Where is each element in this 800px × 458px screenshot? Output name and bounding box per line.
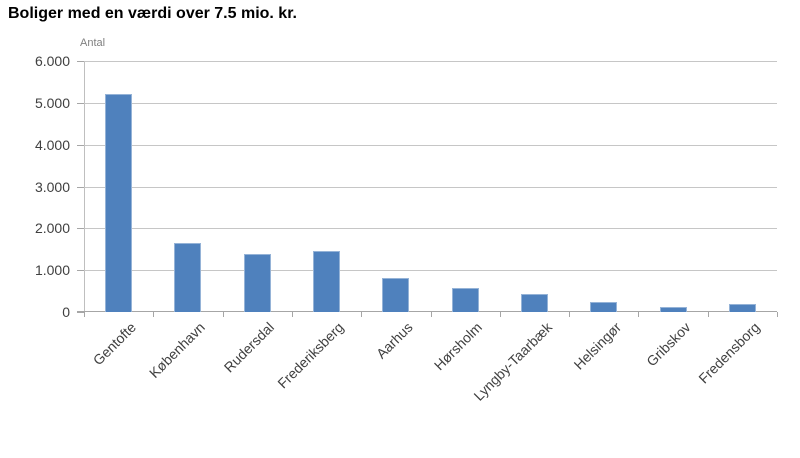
bar-lyngby-taarb-k — [520, 294, 548, 312]
bar-fredensborg — [728, 304, 756, 312]
plot-area — [77, 61, 778, 317]
y-axis-line — [84, 61, 85, 317]
x-axis-tick — [291, 312, 293, 317]
y-tick-label: 2.000 — [34, 220, 70, 237]
x-category-label: Gentofte — [89, 319, 139, 369]
y-axis-tick — [77, 228, 84, 230]
x-axis-tick — [569, 312, 571, 317]
y-tick-label: 6.000 — [34, 53, 70, 69]
x-axis-line — [77, 311, 777, 312]
y-tick-label: 3.000 — [34, 178, 70, 195]
x-axis-tick — [777, 312, 778, 317]
bar-k-benhavn — [174, 243, 202, 312]
gridline — [84, 270, 777, 272]
bar-gribskov — [659, 307, 687, 312]
x-category-label: Hørsholm — [431, 319, 486, 374]
x-axis-tick — [430, 312, 432, 317]
gridline — [84, 228, 777, 230]
y-tick-label: 0 — [62, 304, 70, 320]
chart-title: Boliger med en værdi over 7.5 mio. kr. — [8, 5, 297, 22]
x-axis-tick — [499, 312, 501, 317]
x-axis-tick — [84, 312, 85, 317]
y-axis-unit-label: Antal — [80, 37, 106, 49]
x-category-label: Aarhus — [373, 319, 417, 362]
bar-gentofte — [105, 94, 133, 312]
y-axis-tick — [77, 312, 84, 313]
bar-rudersdal — [243, 253, 271, 312]
y-axis-tick — [77, 102, 84, 104]
bar-frederiksberg — [313, 251, 341, 312]
x-axis-tick — [638, 312, 640, 317]
gridline — [84, 61, 777, 62]
y-axis-tick — [77, 270, 84, 272]
y-tick-label: 4.000 — [34, 136, 70, 153]
x-category-label: Rudersdal — [221, 319, 278, 376]
y-tick-label: 1.000 — [34, 262, 70, 279]
x-category-label: København — [146, 319, 209, 381]
x-axis-tick — [707, 312, 709, 317]
bar-helsing-r — [590, 301, 618, 312]
y-tick-label: 5.000 — [34, 94, 70, 111]
x-axis-tick — [361, 312, 363, 317]
bar-aarhus — [382, 277, 410, 312]
x-category-label: Fredensborg — [695, 319, 763, 387]
x-axis-tick — [153, 312, 155, 317]
gridline — [84, 102, 777, 104]
y-axis-tick — [77, 186, 84, 188]
gridline — [84, 186, 777, 188]
x-category-label: Helsingør — [570, 319, 625, 373]
bar-h-rsholm — [451, 287, 479, 312]
y-axis-tick — [77, 144, 84, 146]
gridline — [84, 144, 777, 146]
x-category-label: Frederiksberg — [274, 319, 347, 392]
y-axis-tick — [77, 61, 84, 62]
x-category-label: Gribskov — [642, 319, 694, 370]
x-axis-tick — [222, 312, 224, 317]
